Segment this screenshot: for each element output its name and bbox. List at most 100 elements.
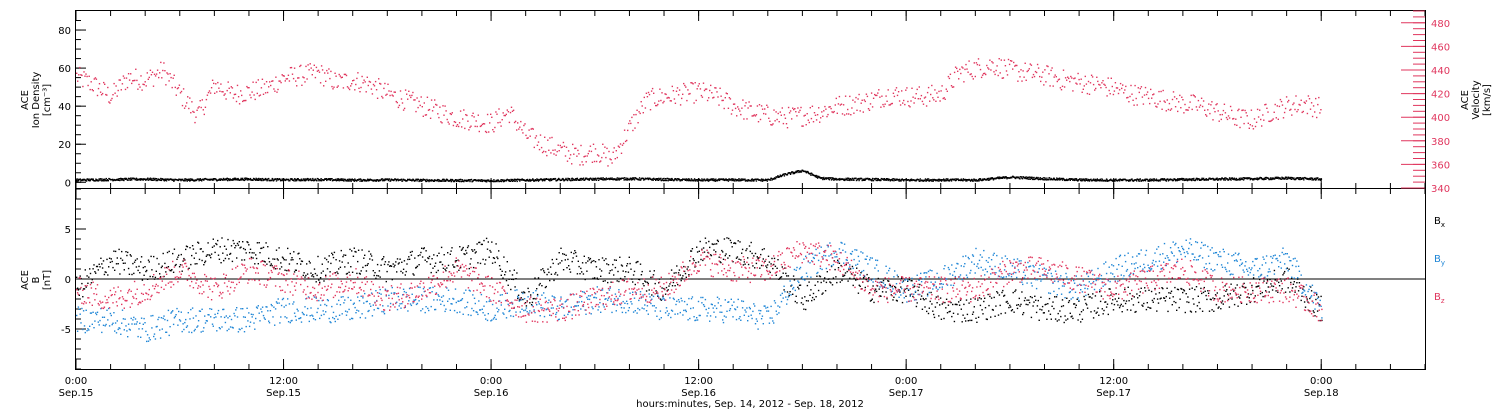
bx-point bbox=[379, 276, 381, 278]
velocity-point bbox=[1115, 87, 1118, 89]
ion-density-point bbox=[847, 177, 849, 179]
velocity-point bbox=[95, 78, 98, 80]
ion-density-point bbox=[1284, 176, 1287, 178]
ion-density-point bbox=[222, 179, 224, 181]
bx-point bbox=[917, 289, 919, 292]
velocity-point bbox=[1135, 97, 1137, 100]
ion-density-point bbox=[280, 179, 283, 182]
velocity-point bbox=[612, 151, 614, 153]
velocity-point bbox=[532, 128, 534, 130]
velocity-point bbox=[1008, 63, 1011, 66]
ion-density-point bbox=[118, 179, 120, 181]
velocity-point bbox=[153, 73, 156, 75]
velocity-point bbox=[734, 107, 737, 110]
ion-density-point bbox=[819, 176, 821, 178]
bx-point bbox=[217, 254, 220, 256]
velocity-point bbox=[1164, 101, 1166, 103]
velocity-point bbox=[1144, 86, 1147, 89]
ion-density-point bbox=[381, 178, 383, 180]
velocity-point bbox=[1150, 88, 1152, 91]
ion-density-point bbox=[183, 180, 185, 182]
ion-density-point bbox=[582, 177, 585, 179]
velocity-point bbox=[467, 120, 469, 122]
bx-point bbox=[363, 257, 365, 259]
bx-point bbox=[541, 285, 543, 287]
ion-density-point bbox=[513, 178, 516, 180]
velocity-point bbox=[391, 94, 393, 96]
bx-point bbox=[845, 264, 847, 266]
ion-density-point bbox=[99, 179, 101, 182]
ion-density-point bbox=[875, 177, 877, 180]
ion-density-point bbox=[1139, 178, 1141, 180]
bx-point bbox=[707, 251, 709, 254]
bx-point bbox=[935, 296, 937, 298]
velocity-point bbox=[141, 89, 143, 91]
bx-point bbox=[531, 301, 534, 304]
velocity-point bbox=[915, 93, 917, 95]
ion-density-point bbox=[549, 178, 552, 181]
bx-point bbox=[371, 259, 374, 261]
velocity-point bbox=[569, 154, 572, 156]
b-tick-label: -5 bbox=[61, 325, 71, 336]
velocity-point bbox=[573, 153, 575, 155]
velocity-point bbox=[969, 73, 971, 76]
bx-point bbox=[747, 263, 750, 266]
velocity-point bbox=[106, 94, 108, 96]
velocity-point bbox=[337, 85, 339, 87]
ion-density-point bbox=[511, 178, 513, 181]
velocity-point bbox=[329, 77, 331, 80]
ion-density-point bbox=[112, 179, 115, 181]
ion-density-point bbox=[428, 180, 430, 183]
velocity-point bbox=[575, 147, 577, 149]
ion-density-point bbox=[1083, 180, 1085, 182]
bx-point bbox=[809, 294, 811, 296]
bx-point bbox=[572, 257, 574, 259]
bx-point bbox=[983, 300, 985, 303]
ion-density-point bbox=[341, 179, 343, 182]
velocity-point bbox=[1073, 77, 1075, 80]
ion-density-point bbox=[368, 179, 370, 181]
ion-density-point bbox=[441, 180, 443, 182]
ion-density-point bbox=[777, 175, 779, 177]
bx-point bbox=[805, 300, 808, 302]
ion-density-point bbox=[480, 180, 482, 182]
ion-density-point bbox=[693, 178, 696, 180]
ion-density-point bbox=[1242, 177, 1244, 179]
bx-point bbox=[709, 246, 711, 249]
ion-density-point bbox=[129, 179, 131, 181]
ion-density-point bbox=[1029, 176, 1031, 178]
ion-density-point bbox=[529, 178, 531, 181]
ion-density-point bbox=[1028, 178, 1030, 180]
velocity-point bbox=[827, 113, 829, 116]
velocity-point bbox=[284, 80, 286, 82]
ion-density-point bbox=[1111, 179, 1113, 181]
x-tick-time-label: 12:00 bbox=[684, 376, 713, 387]
bx-point bbox=[803, 308, 805, 310]
ion-density-point bbox=[1299, 178, 1301, 181]
ion-density-point bbox=[525, 180, 527, 182]
ion-density-point bbox=[509, 180, 512, 182]
velocity-point bbox=[445, 110, 447, 112]
velocity-point bbox=[1242, 109, 1244, 111]
velocity-point bbox=[1179, 94, 1181, 97]
velocity-point bbox=[173, 74, 175, 76]
ion-density-point bbox=[797, 170, 800, 172]
ion-density-point bbox=[1176, 179, 1178, 182]
velocity-point bbox=[826, 115, 828, 118]
bx-point bbox=[702, 259, 704, 262]
velocity-point bbox=[669, 100, 671, 102]
ion-density-point bbox=[233, 177, 236, 179]
velocity-point bbox=[800, 106, 802, 109]
bx-point bbox=[741, 248, 744, 251]
velocity-point bbox=[404, 89, 407, 91]
bx-point bbox=[442, 267, 445, 269]
velocity-point bbox=[613, 147, 615, 149]
velocity-tick-label: 400 bbox=[1431, 113, 1450, 124]
velocity-point bbox=[876, 94, 878, 97]
ion-density-point bbox=[664, 179, 666, 182]
velocity-point bbox=[653, 92, 655, 94]
velocity-point bbox=[610, 159, 612, 161]
velocity-point bbox=[109, 102, 111, 104]
ion-density-point bbox=[947, 178, 949, 180]
density-tick-label: 40 bbox=[58, 102, 71, 113]
